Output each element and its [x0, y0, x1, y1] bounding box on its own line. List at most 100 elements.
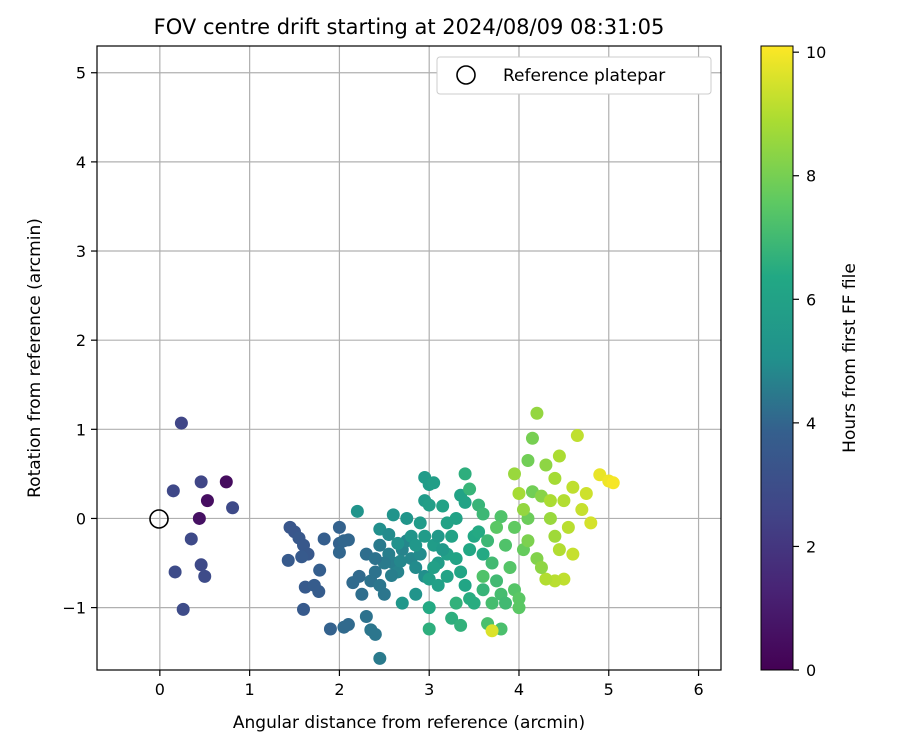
data-point — [422, 622, 436, 636]
data-point — [512, 601, 526, 615]
data-point — [332, 520, 346, 534]
y-axis-label: Rotation from reference (arcmin) — [25, 218, 45, 498]
data-point — [352, 569, 366, 583]
data-point — [579, 486, 593, 500]
data-point — [476, 583, 490, 597]
x-tick-label: 2 — [334, 680, 344, 699]
data-point — [539, 458, 553, 472]
data-point — [467, 596, 481, 610]
data-point — [507, 520, 521, 534]
data-point — [507, 467, 521, 481]
data-point — [440, 516, 454, 530]
data-point — [395, 596, 409, 610]
data-point — [373, 651, 387, 665]
data-point — [313, 563, 327, 577]
data-point — [561, 520, 575, 534]
y-tick-label: 0 — [76, 509, 86, 528]
y-axis-ticks: −1 0 1 2 3 4 5 — [62, 64, 97, 618]
x-tick-label: 1 — [245, 680, 255, 699]
data-point — [503, 560, 517, 574]
data-point — [557, 494, 571, 508]
data-point — [539, 572, 553, 586]
data-point — [386, 508, 400, 522]
data-point — [481, 534, 495, 548]
data-point — [198, 569, 212, 583]
data-point — [382, 528, 396, 542]
data-point — [368, 565, 382, 579]
data-point — [418, 529, 432, 543]
data-point — [476, 547, 490, 561]
data-point — [295, 550, 309, 564]
data-point — [350, 504, 364, 518]
data-point — [194, 475, 208, 489]
data-point — [552, 449, 566, 463]
plot-frame — [96, 45, 722, 671]
data-point — [548, 529, 562, 543]
data-point — [476, 569, 490, 583]
data-point — [485, 556, 499, 570]
data-point — [194, 558, 208, 572]
data-point — [409, 587, 423, 601]
data-point — [521, 454, 535, 468]
data-point — [368, 552, 382, 566]
data-point — [458, 467, 472, 481]
data-point — [192, 511, 206, 525]
data-point — [317, 532, 331, 546]
data-point — [521, 534, 535, 548]
data-point — [552, 543, 566, 557]
data-point — [359, 610, 373, 624]
data-point — [458, 578, 472, 592]
data-point — [384, 569, 398, 583]
data-point — [377, 587, 391, 601]
data-point — [391, 536, 405, 550]
colorbar-tick-label: 8 — [806, 167, 816, 186]
data-point — [530, 406, 544, 420]
data-point — [499, 596, 513, 610]
data-point — [409, 538, 423, 552]
legend-box — [436, 56, 712, 95]
data-point — [200, 494, 214, 508]
data-point — [512, 486, 526, 500]
data-point — [422, 601, 436, 615]
y-tick-label: 1 — [76, 420, 86, 439]
data-points — [166, 406, 620, 665]
x-tick-label: 0 — [155, 680, 165, 699]
data-point — [400, 511, 414, 525]
data-point — [445, 611, 459, 625]
data-point — [476, 507, 490, 521]
data-point — [323, 622, 337, 636]
data-point — [174, 416, 188, 430]
data-point — [490, 574, 504, 588]
data-point — [436, 543, 450, 557]
data-point — [454, 565, 468, 579]
data-point — [168, 565, 182, 579]
data-point — [341, 533, 355, 547]
legend-reference-marker — [456, 65, 476, 85]
data-point — [409, 560, 423, 574]
data-point — [449, 552, 463, 566]
colorbar-tick-label: 0 — [806, 661, 816, 680]
x-tick-label: 4 — [514, 680, 524, 699]
x-axis-label: Angular distance from reference (arcmin) — [233, 713, 585, 733]
x-tick-label: 5 — [604, 680, 614, 699]
data-point — [226, 501, 240, 515]
data-point — [297, 602, 311, 616]
colorbar — [760, 45, 794, 671]
data-point — [490, 520, 504, 534]
data-point — [184, 532, 198, 546]
data-point — [413, 516, 427, 530]
data-point — [393, 554, 407, 568]
chart-title: FOV centre drift starting at 2024/08/09 … — [154, 15, 665, 39]
data-point — [575, 503, 589, 517]
data-point — [606, 476, 620, 490]
data-point — [548, 471, 562, 485]
data-point — [454, 618, 468, 632]
data-point — [516, 503, 530, 517]
data-point — [472, 525, 486, 539]
data-point — [373, 538, 387, 552]
data-point — [445, 529, 459, 543]
colorbar-tick-label: 2 — [806, 537, 816, 556]
data-point — [499, 538, 513, 552]
x-axis-ticks: 0 1 2 3 4 5 6 — [155, 670, 704, 699]
